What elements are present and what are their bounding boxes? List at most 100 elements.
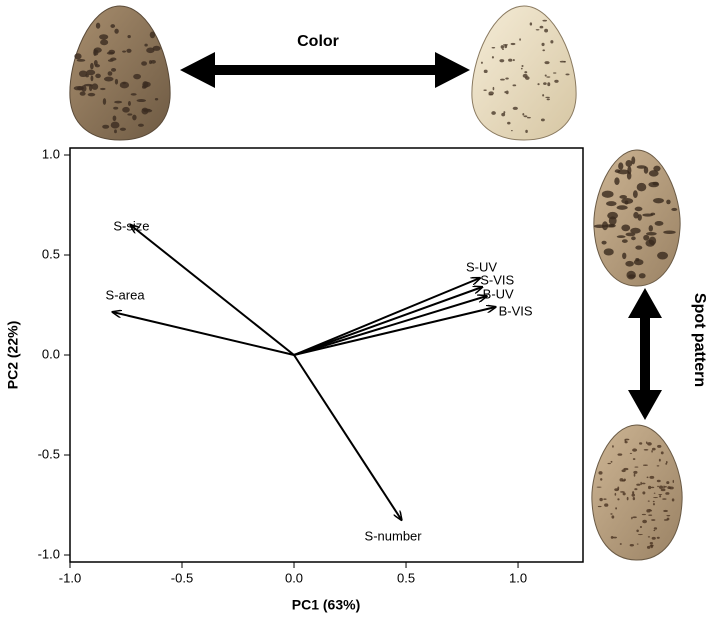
egg-spot bbox=[672, 479, 675, 484]
egg-spot bbox=[648, 181, 660, 188]
egg-spot bbox=[639, 442, 643, 445]
egg-spot bbox=[631, 156, 636, 165]
egg-spot bbox=[626, 496, 629, 501]
egg-spot bbox=[491, 56, 494, 59]
egg-spot bbox=[638, 273, 646, 279]
egg-spot bbox=[621, 224, 631, 232]
egg-spot bbox=[653, 529, 656, 532]
egg-spot bbox=[614, 492, 617, 496]
egg-spot bbox=[660, 488, 666, 492]
egg-spot bbox=[133, 73, 141, 80]
egg-spot bbox=[76, 58, 86, 62]
egg-spot bbox=[127, 113, 133, 116]
egg-spot bbox=[122, 50, 127, 53]
egg-spot bbox=[637, 533, 643, 536]
egg-spot bbox=[636, 182, 647, 192]
egg-spot bbox=[660, 451, 664, 455]
egg-spot bbox=[603, 248, 614, 256]
egg-spot bbox=[633, 211, 639, 219]
egg-spot bbox=[651, 450, 653, 453]
egg-spot bbox=[649, 544, 654, 547]
y-tick-label: 0.0 bbox=[42, 346, 60, 361]
egg-spot bbox=[628, 274, 636, 279]
egg-small-spots bbox=[591, 424, 683, 561]
egg-spot bbox=[621, 239, 628, 243]
egg-spot bbox=[521, 64, 524, 68]
plot-frame bbox=[69, 147, 584, 563]
egg-spot bbox=[550, 40, 554, 44]
egg-spot bbox=[542, 49, 546, 52]
egg-spot bbox=[614, 488, 619, 492]
egg-spot bbox=[136, 99, 147, 103]
egg-spot bbox=[540, 118, 545, 122]
egg-spot bbox=[501, 112, 506, 117]
egg-spot bbox=[636, 543, 639, 545]
egg-spot bbox=[492, 86, 495, 91]
x-tick-label: 0.0 bbox=[285, 570, 303, 585]
egg-spot bbox=[546, 76, 551, 78]
egg-spot bbox=[94, 64, 100, 68]
egg-spot bbox=[621, 479, 626, 482]
egg-spot bbox=[524, 71, 528, 74]
egg-spot bbox=[500, 45, 505, 49]
egg-spot bbox=[648, 514, 653, 516]
egg-spot bbox=[150, 59, 156, 64]
y-tick-label: 0.5 bbox=[42, 246, 60, 261]
egg-spot bbox=[666, 199, 671, 205]
annotation: Spot pattern bbox=[691, 293, 708, 387]
egg-spot bbox=[657, 444, 662, 448]
egg-spot bbox=[614, 177, 620, 186]
egg-spot bbox=[629, 452, 633, 454]
egg-spot bbox=[646, 476, 649, 479]
egg-spot bbox=[641, 482, 646, 485]
egg-spot bbox=[91, 83, 99, 90]
egg-spot bbox=[666, 514, 671, 517]
egg-spot bbox=[612, 445, 614, 448]
egg-spot bbox=[617, 453, 623, 456]
egg-spot bbox=[649, 475, 655, 479]
egg-spot bbox=[640, 481, 642, 486]
egg-spot bbox=[606, 201, 617, 207]
egg-spot bbox=[545, 96, 550, 99]
egg-spot bbox=[610, 460, 613, 463]
egg-spot bbox=[648, 225, 654, 232]
egg-spot bbox=[525, 76, 530, 80]
loading-label: S-UV bbox=[466, 259, 497, 274]
egg-spot bbox=[625, 260, 634, 267]
egg-spot bbox=[648, 485, 652, 490]
egg-spot bbox=[600, 478, 603, 481]
egg-spot bbox=[610, 513, 613, 515]
egg-spot bbox=[99, 34, 109, 40]
spot-arrow bbox=[628, 288, 662, 420]
egg-spot bbox=[666, 517, 670, 521]
egg-spot bbox=[503, 44, 508, 46]
egg-spot bbox=[624, 200, 629, 205]
egg-spot bbox=[483, 69, 488, 74]
egg-spot bbox=[612, 536, 617, 539]
egg-spot bbox=[83, 83, 94, 87]
egg-spot bbox=[632, 496, 636, 501]
egg-dark bbox=[69, 5, 171, 141]
egg-spot bbox=[666, 481, 670, 485]
egg-spot bbox=[599, 497, 603, 502]
egg-spot bbox=[649, 541, 654, 545]
egg-spot bbox=[643, 464, 648, 466]
egg-spot bbox=[519, 38, 521, 41]
egg-spot bbox=[529, 22, 533, 26]
egg-spot bbox=[617, 169, 630, 175]
color-arrow bbox=[180, 52, 470, 88]
egg-spot bbox=[114, 28, 119, 34]
egg-spot bbox=[152, 45, 161, 51]
loading-label: S-area bbox=[106, 287, 146, 302]
egg-spot bbox=[622, 492, 626, 496]
egg-spot bbox=[505, 90, 509, 95]
egg-spot bbox=[102, 98, 107, 105]
egg-spot bbox=[93, 49, 97, 57]
x-tick-label: -0.5 bbox=[171, 570, 193, 585]
egg-spot bbox=[512, 84, 517, 87]
egg-spot bbox=[632, 491, 635, 495]
loading-arrow bbox=[293, 307, 496, 356]
egg-spot bbox=[663, 509, 668, 513]
egg-spot bbox=[618, 162, 624, 170]
